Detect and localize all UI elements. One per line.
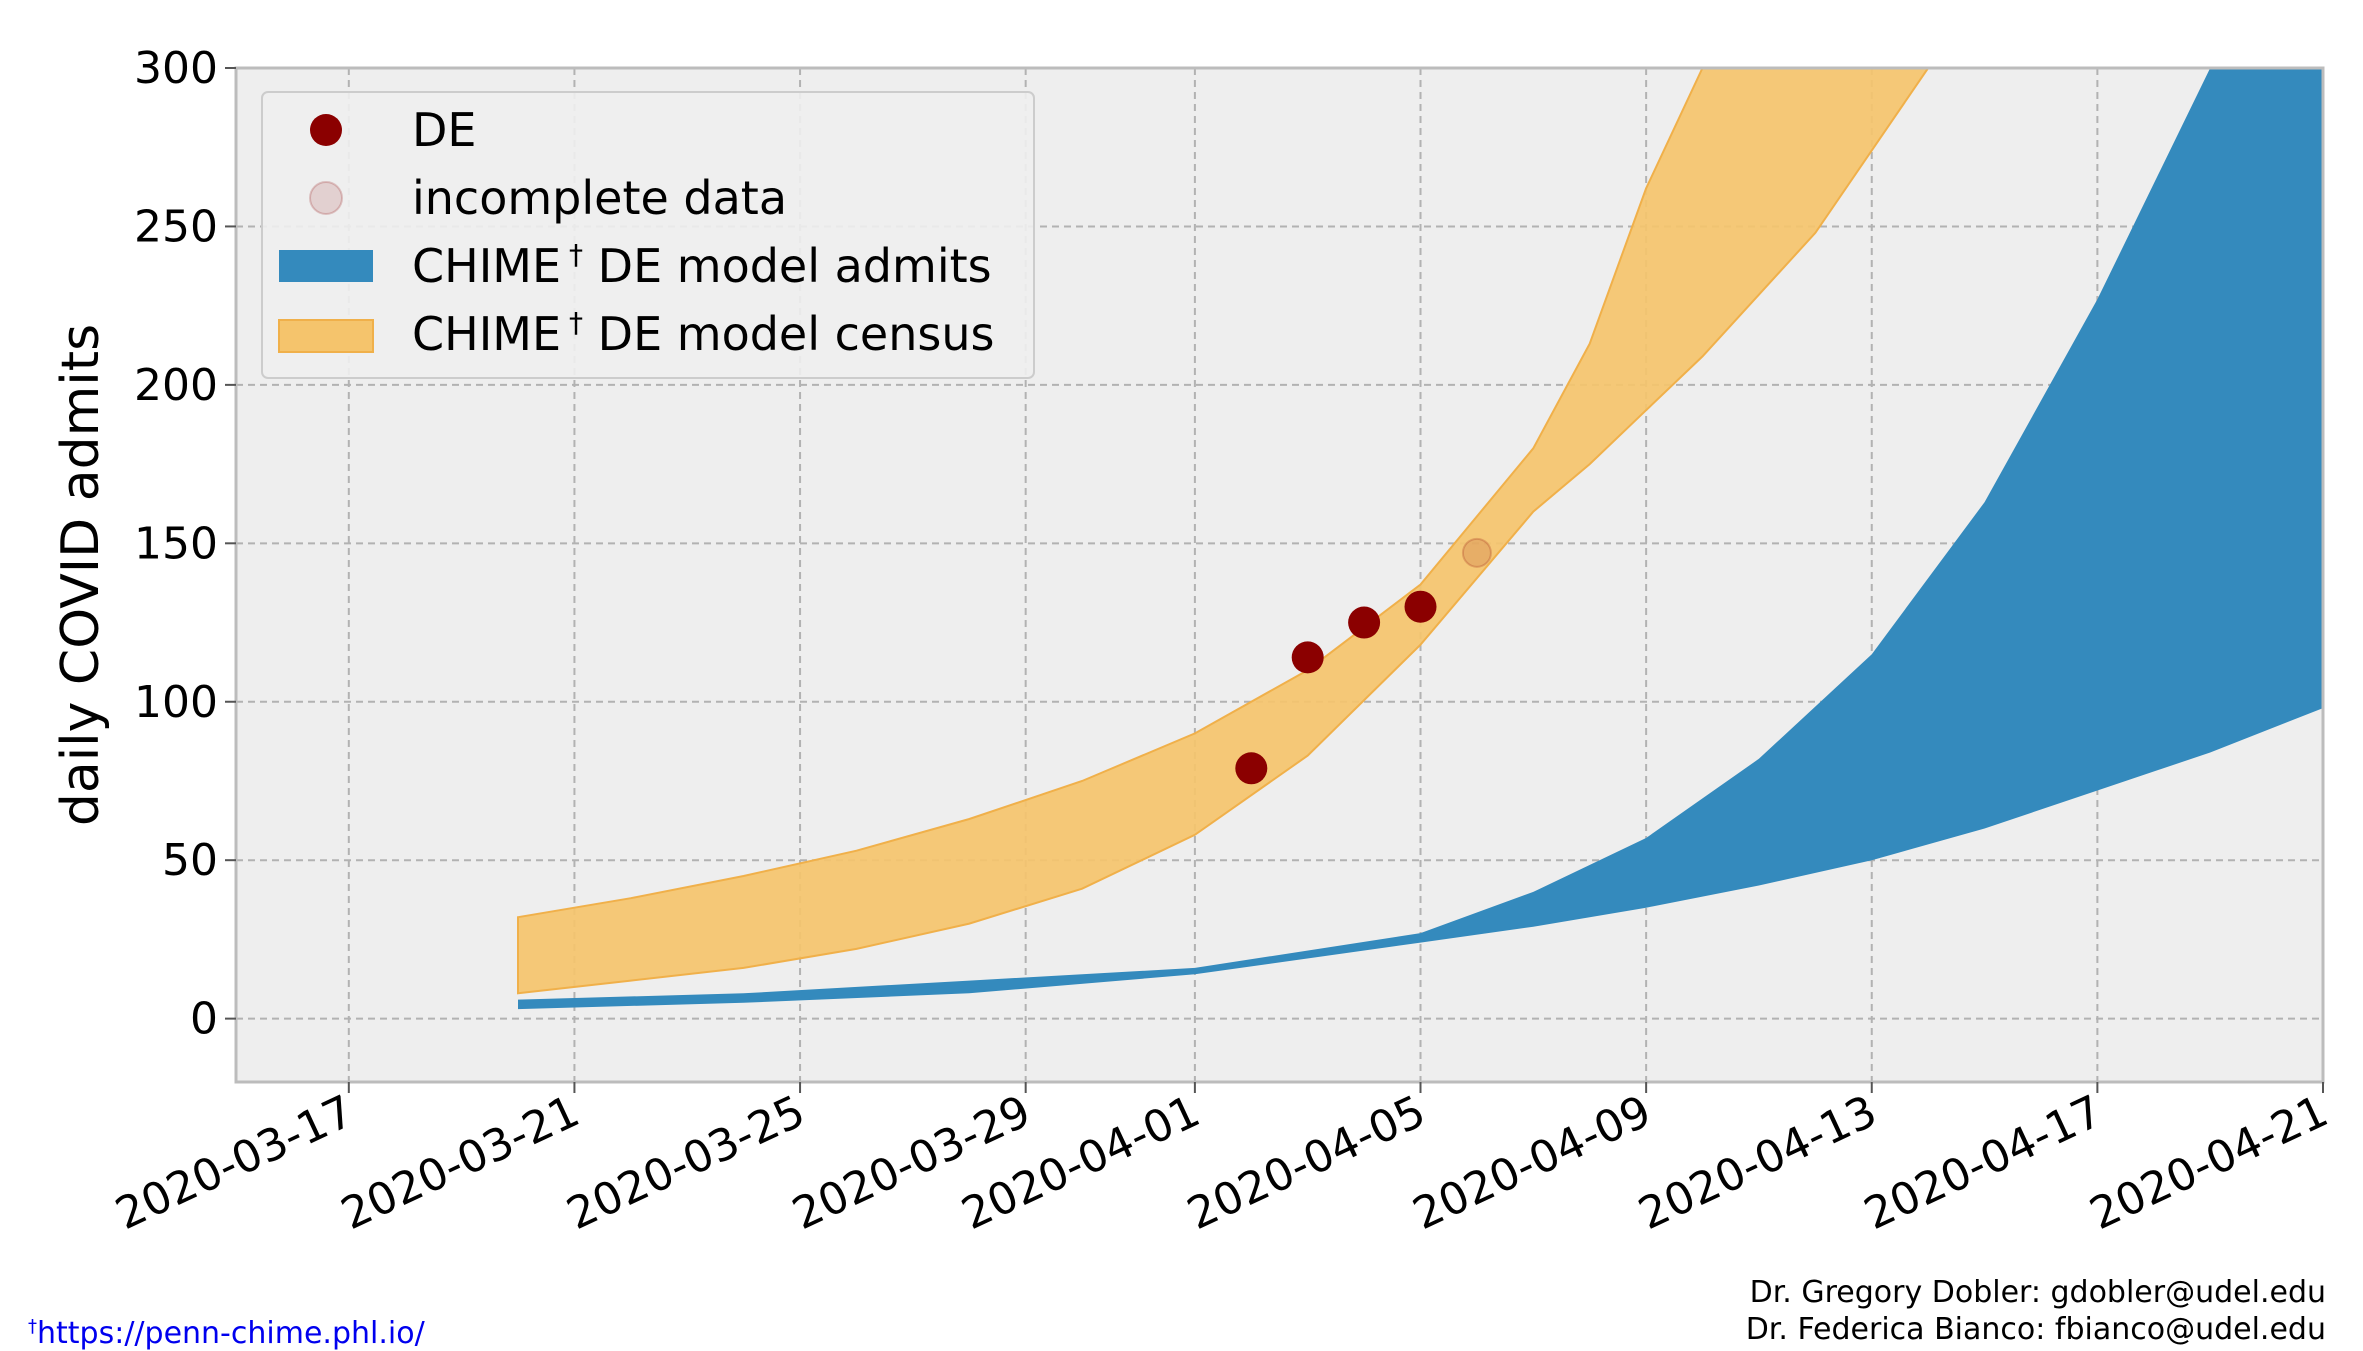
y-tick-label: 150 <box>134 518 218 569</box>
data-point-de <box>1235 752 1268 785</box>
legend-marker-incomplete <box>309 181 343 215</box>
footnote-dagger: † <box>28 1316 37 1337</box>
legend-label-admits: CHIME † DE model admits <box>412 238 992 293</box>
legend-box <box>261 91 1035 379</box>
y-tick-label: 250 <box>134 201 218 252</box>
x-tick-label: 2020-04-21 <box>2082 1086 2335 1240</box>
x-tick-label: 2020-03-25 <box>559 1086 812 1240</box>
data-point-de <box>1348 606 1381 639</box>
x-tick-label: 2020-03-21 <box>334 1086 587 1240</box>
legend-admits-chime: CHIME <box>412 239 561 293</box>
legend-census-dagger: † <box>569 306 583 339</box>
legend-label-de: DE <box>412 103 477 157</box>
legend: DE incomplete data CHIME † DE model admit… <box>261 91 1035 379</box>
y-tick-label: 0 <box>190 994 218 1045</box>
footnote-link[interactable]: †https://penn-chime.phl.io/ <box>28 1316 425 1351</box>
credit-line-2: Dr. Federica Bianco: fbianco@udel.edu <box>1745 1312 2326 1347</box>
x-axis: 2020-03-172020-03-212020-03-252020-03-29… <box>108 1082 2336 1240</box>
plot-frame <box>234 66 2325 1084</box>
x-tick-label: 2020-04-09 <box>1405 1086 1658 1240</box>
legend-marker-de <box>310 114 342 146</box>
x-tick-label: 2020-03-17 <box>108 1086 361 1240</box>
y-tick-label: 100 <box>134 677 218 728</box>
x-tick-label: 2020-04-13 <box>1631 1086 1884 1240</box>
legend-swatch-admits <box>279 250 373 282</box>
data-points <box>1235 537 1492 785</box>
y-axis: 0 50 100 150 200 250 300 <box>134 43 236 1045</box>
legend-admits-dagger: † <box>569 238 583 271</box>
credits: Dr. Gregory Dobler: gdobler@udel.edu Dr.… <box>1746 1274 2326 1348</box>
legend-census-chime: CHIME <box>412 307 561 361</box>
y-tick-label: 200 <box>134 360 218 411</box>
x-tick-label: 2020-04-05 <box>1180 1086 1433 1240</box>
legend-admits-suffix: DE model admits <box>583 239 992 293</box>
y-axis-label: daily COVID admits <box>51 324 111 826</box>
data-point-incomplete <box>1461 537 1492 568</box>
bands <box>517 67 2323 1010</box>
data-point-de <box>1404 590 1437 623</box>
y-tick-label: 300 <box>134 43 218 94</box>
y-tick-label: 50 <box>162 835 218 886</box>
data-point-de <box>1291 641 1324 674</box>
legend-census-suffix: DE model census <box>583 307 994 361</box>
x-tick-label: 2020-04-17 <box>1857 1086 2110 1240</box>
credit-line-1: Dr. Gregory Dobler: gdobler@udel.edu <box>1749 1275 2326 1310</box>
band-model-census <box>517 67 1931 995</box>
band-model-admits <box>518 68 2323 1010</box>
footnote-url[interactable]: https://penn-chime.phl.io/ <box>37 1316 425 1351</box>
legend-label-census: CHIME † DE model census <box>412 306 994 361</box>
legend-label-incomplete: incomplete data <box>412 171 787 225</box>
legend-swatch-census <box>278 319 374 353</box>
